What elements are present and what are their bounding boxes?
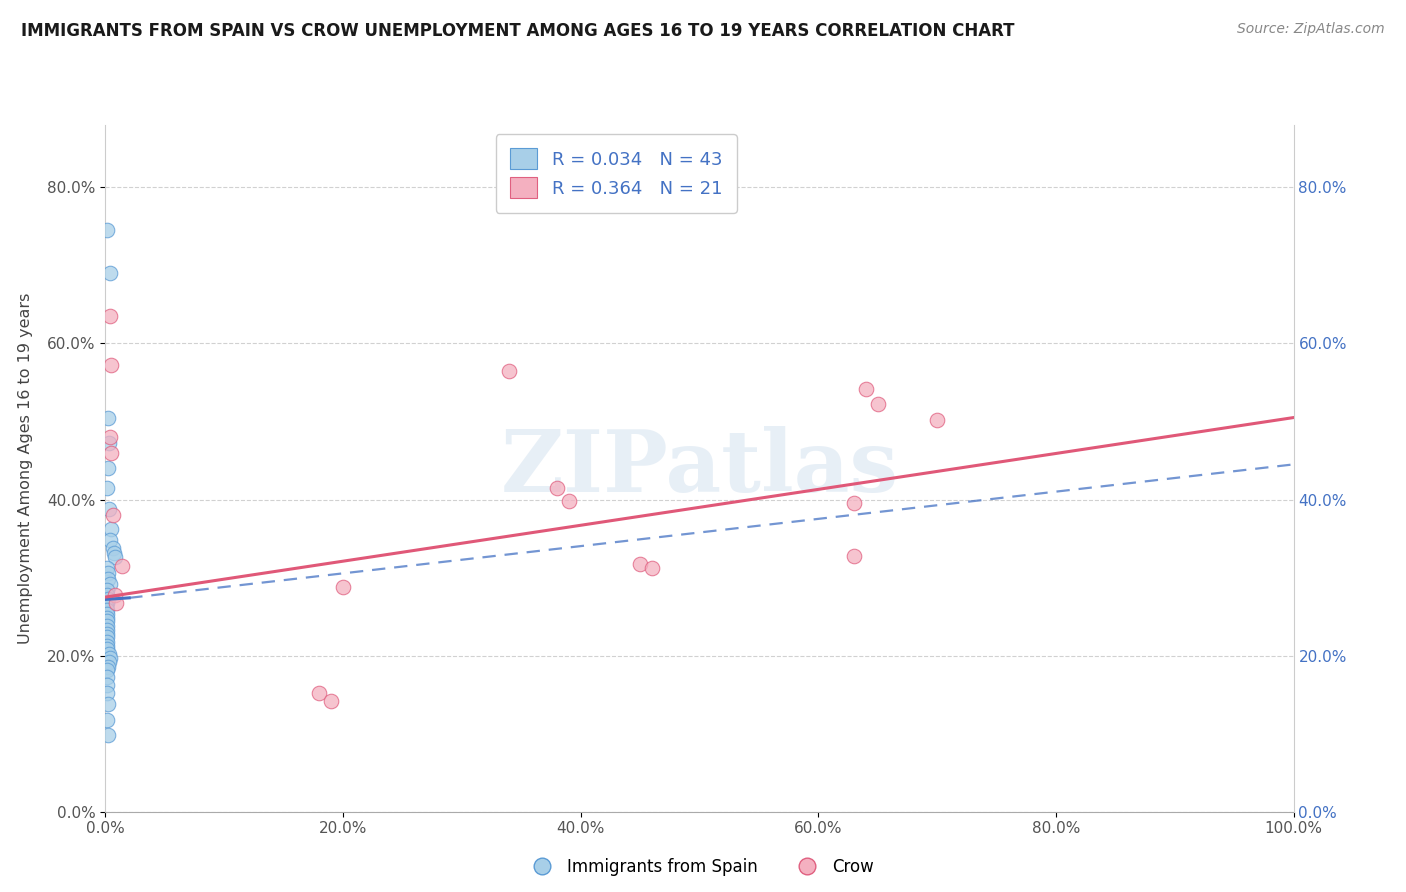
Point <box>97 461 120 475</box>
Point <box>96 611 118 625</box>
Point <box>96 603 118 617</box>
Point <box>100 358 122 373</box>
Point <box>96 607 118 622</box>
Point <box>97 572 120 586</box>
Point <box>96 634 118 648</box>
Point <box>96 630 118 644</box>
Point <box>97 566 120 580</box>
Point <box>96 223 118 237</box>
Point <box>866 397 889 411</box>
Point <box>96 663 118 677</box>
Point <box>104 588 127 602</box>
Point <box>98 266 121 280</box>
Point <box>96 642 118 657</box>
Point <box>98 430 121 444</box>
Point <box>98 309 121 323</box>
Point <box>104 550 127 565</box>
Point <box>103 545 125 560</box>
Point <box>97 728 120 742</box>
Point <box>98 655 121 669</box>
Point <box>96 626 118 640</box>
Point <box>308 686 330 700</box>
Point <box>96 671 118 685</box>
Point <box>94 599 117 613</box>
Point <box>98 651 121 665</box>
Point <box>97 592 120 607</box>
Point <box>96 713 118 727</box>
Text: ZIPatlas: ZIPatlas <box>501 426 898 510</box>
Point <box>100 445 122 460</box>
Point <box>641 561 664 575</box>
Point <box>96 639 118 653</box>
Point <box>558 494 581 508</box>
Point <box>96 623 118 637</box>
Point <box>321 694 343 708</box>
Point <box>332 580 354 594</box>
Point <box>628 557 651 571</box>
Point <box>97 659 120 673</box>
Point <box>842 496 865 510</box>
Point <box>498 364 520 378</box>
Legend: Immigrants from Spain, Crow: Immigrants from Spain, Crow <box>519 851 880 882</box>
Point <box>855 382 877 396</box>
Text: IMMIGRANTS FROM SPAIN VS CROW UNEMPLOYMENT AMONG AGES 16 TO 19 YEARS CORRELATION: IMMIGRANTS FROM SPAIN VS CROW UNEMPLOYME… <box>21 22 1015 40</box>
Point <box>925 413 948 427</box>
Point <box>97 697 120 711</box>
Point <box>96 614 118 628</box>
Text: Source: ZipAtlas.com: Source: ZipAtlas.com <box>1237 22 1385 37</box>
Point <box>98 647 121 661</box>
Point <box>98 533 121 547</box>
Point <box>96 596 118 610</box>
Point <box>96 678 118 692</box>
Point <box>96 561 118 575</box>
Point <box>96 686 118 700</box>
Point <box>96 619 118 633</box>
Point <box>98 501 121 516</box>
Point <box>111 558 134 573</box>
Point <box>101 508 124 523</box>
Point <box>97 410 120 425</box>
Point <box>96 583 118 598</box>
Point <box>96 588 118 602</box>
Point <box>105 596 128 610</box>
Y-axis label: Unemployment Among Ages 16 to 19 years: Unemployment Among Ages 16 to 19 years <box>18 293 34 644</box>
Point <box>98 576 121 591</box>
Point <box>842 549 865 563</box>
Point <box>546 481 568 495</box>
Point <box>96 481 118 495</box>
Point <box>100 522 122 536</box>
Point <box>98 436 121 450</box>
Point <box>101 541 124 555</box>
